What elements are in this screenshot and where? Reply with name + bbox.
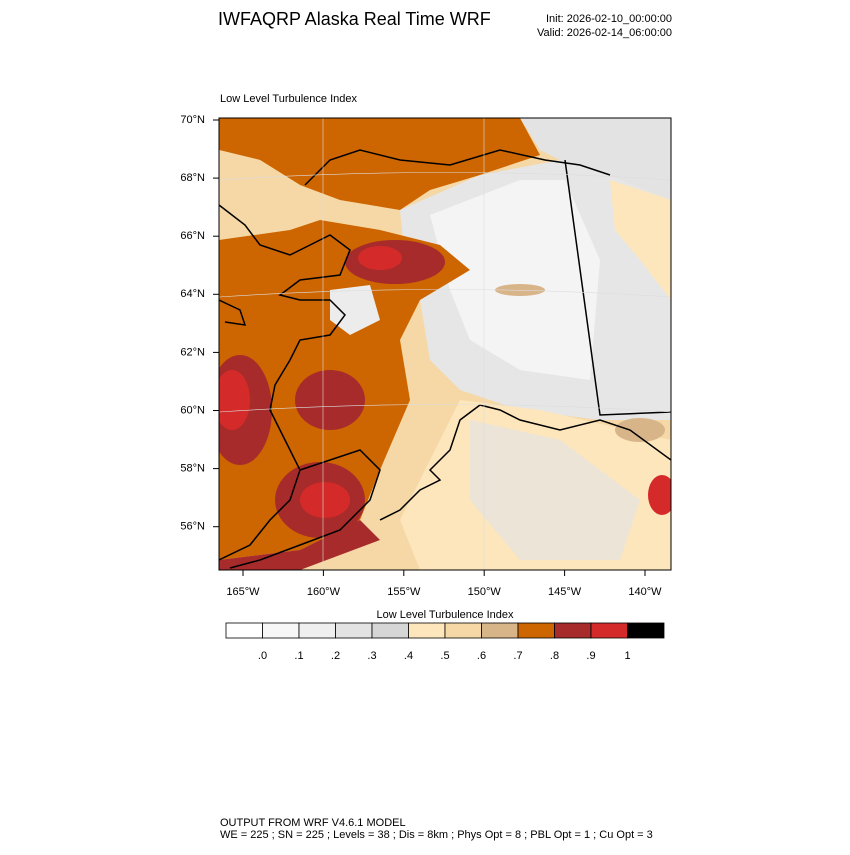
lon-label: 145°W xyxy=(548,586,582,598)
field-region xyxy=(470,420,640,560)
colorbar-label: .2 xyxy=(331,650,340,662)
lon-label: 160°W xyxy=(307,586,341,598)
colorbar-box xyxy=(444,622,482,639)
field-blob xyxy=(495,284,545,296)
field-blob xyxy=(615,418,665,442)
field-blob xyxy=(358,246,402,270)
lat-label: 60°N xyxy=(180,404,205,416)
colorbar-box xyxy=(627,622,665,639)
field-region xyxy=(520,118,671,200)
map-field xyxy=(219,118,671,570)
valid-time: Valid: 2026-02-14_06:00:00 xyxy=(537,27,672,39)
colorbar-label: .7 xyxy=(513,650,522,662)
title: IWFAQRP Alaska Real Time WRF xyxy=(218,9,491,29)
coastline xyxy=(219,149,671,569)
colorbar-label: .5 xyxy=(440,650,449,662)
lon-label: 150°W xyxy=(468,586,502,598)
colorbar-label: .9 xyxy=(586,650,595,662)
lon-label: 155°W xyxy=(387,586,421,598)
field-blob xyxy=(648,475,671,515)
map-frame xyxy=(218,117,672,571)
field-blob xyxy=(295,370,365,430)
field-blob xyxy=(300,482,350,518)
colorbar-label: .1 xyxy=(294,650,303,662)
colorbar-box xyxy=(481,622,519,639)
footer-line: OUTPUT FROM WRF V4.6.1 MODEL xyxy=(220,817,406,829)
lat-label: 66°N xyxy=(180,230,205,242)
lon-label: 140°W xyxy=(628,586,662,598)
footer-line: WE = 225 ; SN = 225 ; Levels = 38 ; Dis … xyxy=(220,829,653,841)
field-region xyxy=(219,118,540,210)
field-blob xyxy=(219,370,250,430)
lat-label: 58°N xyxy=(180,463,205,475)
lon-label: 165°W xyxy=(226,586,260,598)
colorbar-title: Low Level Turbulence Index xyxy=(377,609,514,621)
colorbar-box xyxy=(554,622,592,639)
colorbar-box xyxy=(408,622,446,639)
field-region xyxy=(330,285,380,335)
field-region xyxy=(610,180,671,300)
map-subtitle: Low Level Turbulence Index xyxy=(220,93,357,105)
colorbar-label: .3 xyxy=(367,650,376,662)
init-time: Init: 2026-02-10_00:00:00 xyxy=(546,13,672,25)
lat-label: 62°N xyxy=(180,346,205,358)
colorbar-box xyxy=(517,622,555,639)
colorbar-box xyxy=(262,622,300,639)
lat-label: 64°N xyxy=(180,288,205,300)
colorbar-box xyxy=(298,622,336,639)
colorbar-label: .6 xyxy=(477,650,486,662)
colorbar-label: .4 xyxy=(404,650,413,662)
colorbar-label: 1 xyxy=(624,650,630,662)
lat-label: 70°N xyxy=(180,114,205,126)
colorbar-box xyxy=(371,622,409,639)
field-region xyxy=(430,180,600,380)
colorbar-box xyxy=(335,622,373,639)
border xyxy=(564,159,671,416)
colorbar-box xyxy=(590,622,628,639)
colorbar-label: .8 xyxy=(550,650,559,662)
lat-label: 56°N xyxy=(180,521,205,533)
graticule xyxy=(219,118,671,570)
lat-label: 68°N xyxy=(180,172,205,184)
colorbar-label: .0 xyxy=(258,650,267,662)
colorbar-box xyxy=(225,622,263,639)
